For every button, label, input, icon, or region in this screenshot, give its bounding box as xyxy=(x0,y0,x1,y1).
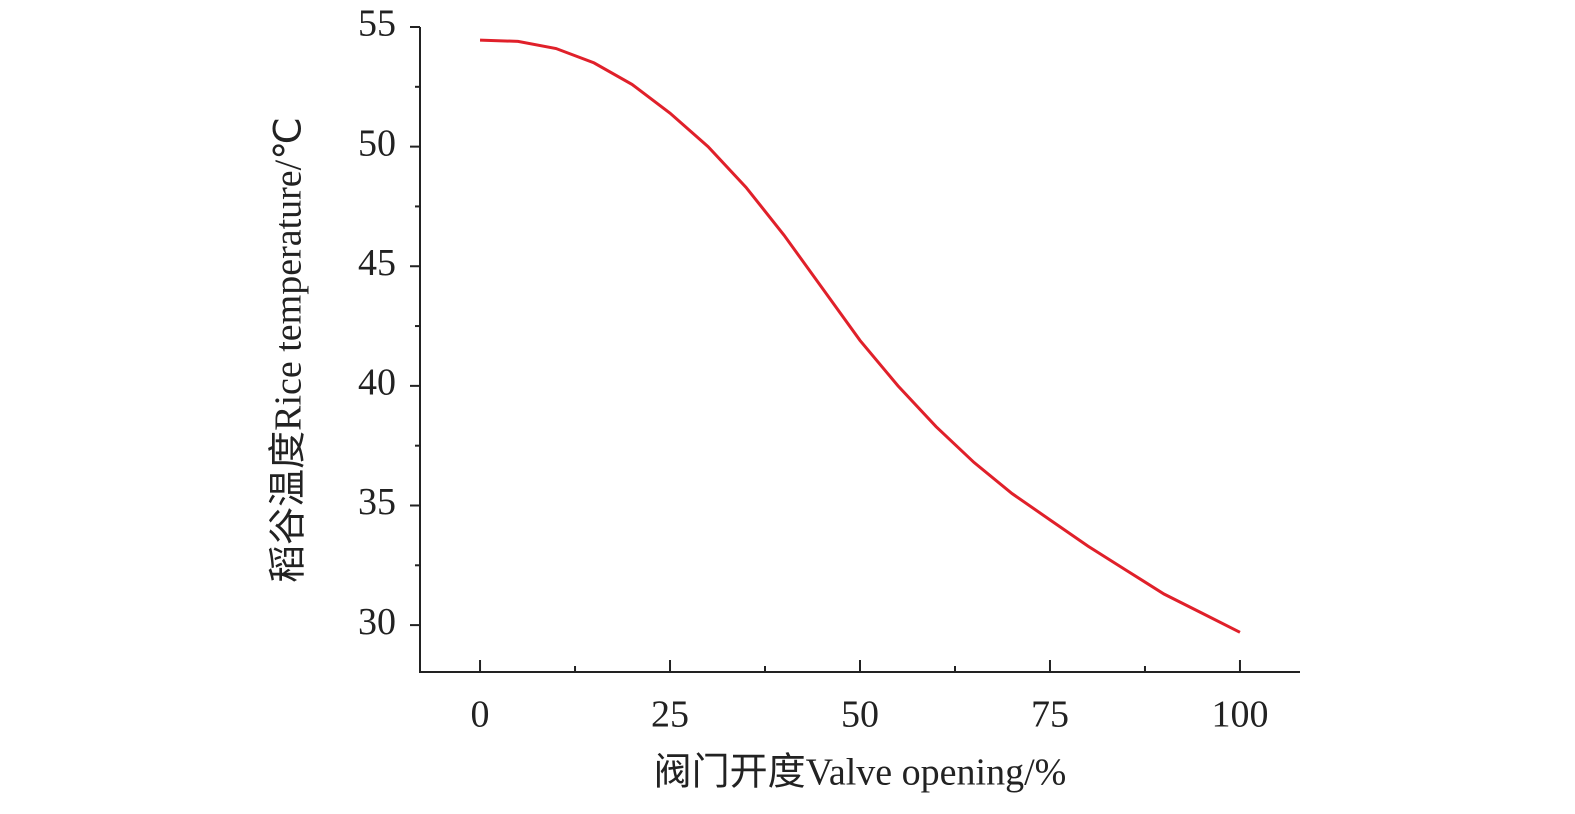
y-tick-label: 55 xyxy=(358,3,396,45)
y-tick-label: 40 xyxy=(358,362,396,404)
x-tick-label: 0 xyxy=(471,694,490,736)
x-tick-label: 25 xyxy=(651,694,689,736)
data-line xyxy=(479,38,1241,634)
y-tick-label: 30 xyxy=(358,601,396,643)
y-axis-title: 稻谷温度Rice temperature/℃ xyxy=(268,117,310,583)
y-tick-label: 45 xyxy=(358,242,396,284)
y-tick-label: 35 xyxy=(358,481,396,523)
x-axis-title: 阀门开度Valve opening/% xyxy=(654,752,1067,794)
x-tick-label: 100 xyxy=(1211,694,1268,736)
x-tick-label: 75 xyxy=(1031,694,1069,736)
y-tick-label: 50 xyxy=(358,122,396,164)
x-tick-label: 50 xyxy=(841,694,879,736)
